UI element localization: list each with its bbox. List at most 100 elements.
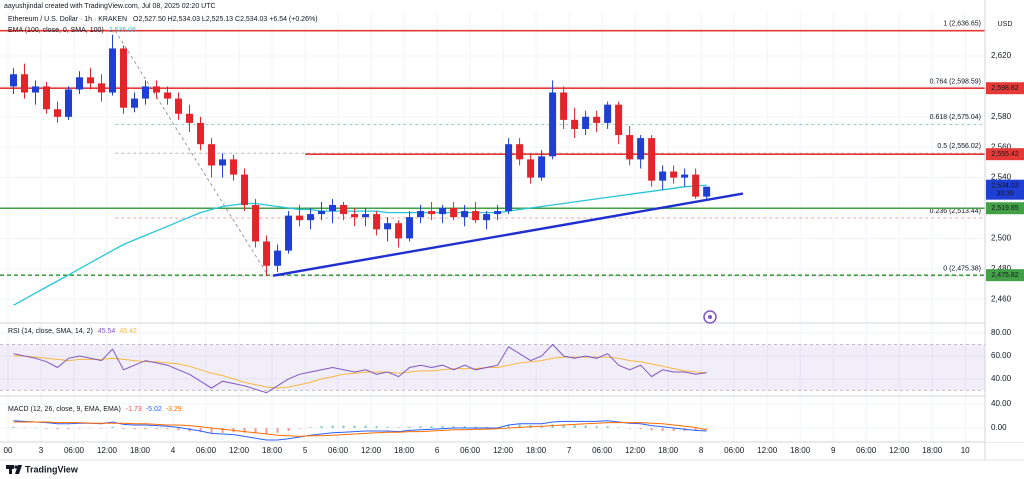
- macd-hist-value: -1.73: [126, 406, 142, 413]
- y-tick-label: 2,540: [991, 173, 1012, 182]
- rsi-tick-label: 60.00: [991, 351, 1012, 360]
- x-tick-label: 12:00: [229, 446, 250, 455]
- macd-histogram-bar: [188, 428, 191, 432]
- candle-body: [252, 204, 260, 242]
- rsi-legend: RSI (14, close, SMA, 14, 2) 45.54 45.42: [8, 328, 137, 335]
- macd-line: [13, 420, 707, 441]
- candle-body: [395, 223, 403, 239]
- candle-body: [296, 215, 304, 221]
- candle-body: [384, 223, 392, 230]
- candle-body: [164, 92, 172, 99]
- macd-histogram-bar: [617, 427, 620, 428]
- candle-body: [109, 48, 117, 93]
- y-tick-label: 2,580: [991, 112, 1012, 121]
- rsi-value: 45.54: [98, 328, 116, 335]
- y-tick-label: 2,560: [991, 142, 1012, 151]
- macd-histogram-bar: [474, 426, 477, 428]
- macd-histogram-bar: [320, 426, 323, 428]
- x-tick-label: 7: [567, 446, 572, 455]
- logo-part: [14, 465, 18, 469]
- macd-histogram-bar: [133, 428, 136, 430]
- countdown-label: 39:39: [996, 191, 1014, 198]
- macd-histogram-bar: [650, 428, 653, 431]
- level-price-label: 2,555.42: [991, 151, 1018, 158]
- macd-histogram-bar: [298, 428, 301, 429]
- candle-body: [582, 116, 590, 129]
- candle-body: [142, 86, 150, 99]
- x-tick-label: 18:00: [658, 446, 679, 455]
- ema-value: 2,535.05: [109, 27, 136, 34]
- candle-body: [263, 241, 271, 266]
- x-tick-label: 18:00: [394, 446, 415, 455]
- candle-body: [450, 208, 458, 218]
- rsi-line: [13, 343, 707, 394]
- macd-histogram-bar: [661, 428, 664, 431]
- macd-histogram-bar: [419, 426, 422, 428]
- level-price-label: 2,475.82: [991, 272, 1018, 279]
- symbol-legend: Ethereum / U.S. Dollar · 1h · KRAKEN O2,5…: [8, 16, 318, 23]
- candle-body: [593, 116, 601, 123]
- y-tick-label: 2,460: [991, 294, 1012, 303]
- candle-body: [208, 144, 216, 166]
- x-tick-label: 06:00: [592, 446, 613, 455]
- candle-body: [670, 171, 678, 178]
- candle-body: [318, 211, 326, 215]
- x-tick-label: 12:00: [361, 446, 382, 455]
- x-tick-label: 12:00: [493, 446, 514, 455]
- brand-logo: [6, 465, 22, 474]
- grid: [0, 12, 985, 442]
- macd-histogram-bar: [23, 427, 26, 428]
- macd-histogram-bar: [67, 428, 70, 430]
- candle-body: [692, 174, 700, 197]
- candle-body: [274, 250, 282, 266]
- candle-body: [86, 77, 94, 84]
- macd-histogram-bar: [386, 426, 389, 428]
- macd-histogram-bar: [287, 428, 290, 431]
- candle-body: [153, 86, 161, 93]
- candle-body: [615, 104, 623, 136]
- macd-histogram-bar: [177, 428, 180, 431]
- level-price-label: 2,519.85: [991, 205, 1018, 212]
- candle-body: [186, 113, 194, 123]
- x-tick-label: 12:00: [625, 446, 646, 455]
- candle-body: [571, 119, 579, 129]
- y-tick-label: 2,480: [991, 264, 1012, 273]
- macd-histogram-bar: [705, 428, 708, 430]
- fib-level-label: 0 (2,475.38): [943, 266, 981, 273]
- macd-legend: MACD (12, 26, close, 9, EMA, EMA) -1.73 -5…: [8, 406, 182, 413]
- x-tick-label: 12:00: [889, 446, 910, 455]
- macd-histogram-bar: [276, 428, 279, 433]
- x-tick-label: 00: [4, 446, 13, 455]
- fib-level-label: 0.5 (2,556.02): [937, 143, 981, 150]
- macd-histogram-bar: [463, 426, 466, 428]
- candle-body: [285, 215, 293, 251]
- rsi-name: RSI (14, close, SMA, 14, 2): [8, 328, 93, 335]
- candle-body: [637, 138, 645, 160]
- candle-body: [560, 92, 568, 120]
- x-tick-label: 06:00: [460, 446, 481, 455]
- candle-body: [648, 138, 656, 181]
- x-tick-label: 06:00: [856, 446, 877, 455]
- candle-body: [626, 135, 634, 160]
- symbol-title: Ethereum / U.S. Dollar · 1h · KRAKEN: [8, 16, 127, 23]
- candle-body: [197, 122, 205, 145]
- level-price-box: [986, 82, 1024, 95]
- price-axis: 00 3 06:00 12:00 18:00 4 06:00 12:00 18:00 5 06:00…: [4, 51, 1024, 455]
- macd-histogram-bar: [518, 424, 521, 428]
- macd-histogram-bar: [408, 426, 411, 428]
- candle-body: [351, 214, 359, 218]
- macd-histogram-bar: [562, 424, 565, 428]
- macd-histogram-bar: [111, 426, 114, 428]
- plot-area: 1 (2,636.65) 0.764 (2,598.59) 0.618 (2,575…: [0, 21, 985, 441]
- candle-body: [604, 104, 612, 123]
- macd-histogram-bar: [56, 428, 59, 430]
- macd-histogram-bar: [45, 428, 48, 429]
- x-tick-label: 6: [435, 446, 440, 455]
- macd-histogram-bar: [166, 428, 169, 430]
- macd-histogram-bar: [595, 426, 598, 428]
- candle-body: [472, 211, 480, 221]
- x-tick-label: 18:00: [262, 446, 283, 455]
- candle-body: [527, 159, 535, 178]
- x-tick-label: 18:00: [526, 446, 547, 455]
- last-price-label: 2,534.03: [991, 183, 1018, 190]
